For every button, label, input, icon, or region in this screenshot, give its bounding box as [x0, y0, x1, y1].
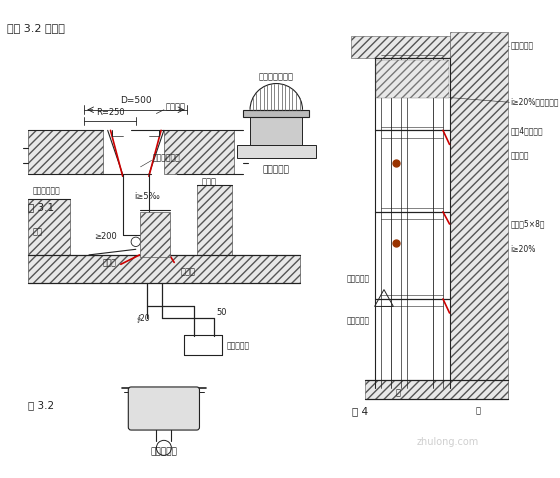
Text: 圆型雨水斗: 圆型雨水斗 — [263, 165, 290, 174]
Text: ≥200: ≥200 — [94, 232, 116, 241]
Text: 女儿墙: 女儿墙 — [202, 177, 216, 186]
Bar — [28, 130, 103, 174]
FancyBboxPatch shape — [128, 387, 199, 430]
Text: 图 3.2: 图 3.2 — [28, 400, 54, 410]
Text: 外: 外 — [476, 407, 481, 416]
Bar — [351, 36, 450, 58]
Text: 汇水区: 汇水区 — [103, 258, 117, 267]
Bar — [244, 110, 309, 117]
Bar — [139, 212, 170, 257]
Text: 图 4: 图 4 — [352, 406, 368, 416]
Bar — [237, 145, 316, 159]
Text: 内: 内 — [395, 388, 400, 397]
Text: 铸管座丝填防: 铸管座丝填防 — [33, 187, 60, 196]
Bar — [365, 380, 507, 399]
Text: D=500: D=500 — [120, 96, 152, 105]
Text: 图 3.1: 图 3.1 — [28, 203, 54, 213]
Bar — [28, 255, 300, 283]
Text: 排水孔5×8槽: 排水孔5×8槽 — [510, 219, 545, 228]
Text: 屋面: 屋面 — [33, 227, 43, 236]
Text: 防振软垫: 防振软垫 — [510, 151, 529, 160]
Text: 防水油膏嵌缝: 防水油膏嵌缝 — [153, 153, 180, 162]
Text: 排水管: 排水管 — [181, 267, 196, 276]
Text: 序号4留流水槽: 序号4留流水槽 — [510, 126, 543, 135]
Text: 用于屋面、露台: 用于屋面、露台 — [259, 73, 294, 82]
Bar — [164, 130, 234, 174]
Text: zhulong.com: zhulong.com — [417, 437, 479, 447]
Text: 方型雨水斗: 方型雨水斗 — [151, 447, 178, 456]
Bar — [197, 185, 232, 255]
Bar — [28, 199, 70, 255]
Text: 用于地面: 用于地面 — [166, 102, 186, 111]
Bar — [376, 60, 449, 98]
Text: R=250: R=250 — [96, 108, 124, 117]
Text: 50: 50 — [216, 308, 227, 317]
Text: 方型雨水斗: 方型雨水斗 — [227, 341, 250, 350]
Text: ∮20: ∮20 — [136, 313, 150, 322]
Text: 外管台特箍: 外管台特箍 — [347, 316, 370, 325]
Text: 防水软嵌缝: 防水软嵌缝 — [510, 42, 534, 51]
Bar — [250, 117, 302, 145]
Text: i≥5‰: i≥5‰ — [134, 192, 160, 201]
Text: i≥20%: i≥20% — [510, 245, 536, 254]
Text: i≥20%，平开安装: i≥20%，平开安装 — [510, 98, 559, 107]
Text: 和图 3.2 所示：: 和图 3.2 所示： — [7, 22, 66, 33]
Text: 内管台特箍: 内管台特箍 — [347, 275, 370, 284]
Bar — [450, 32, 507, 399]
